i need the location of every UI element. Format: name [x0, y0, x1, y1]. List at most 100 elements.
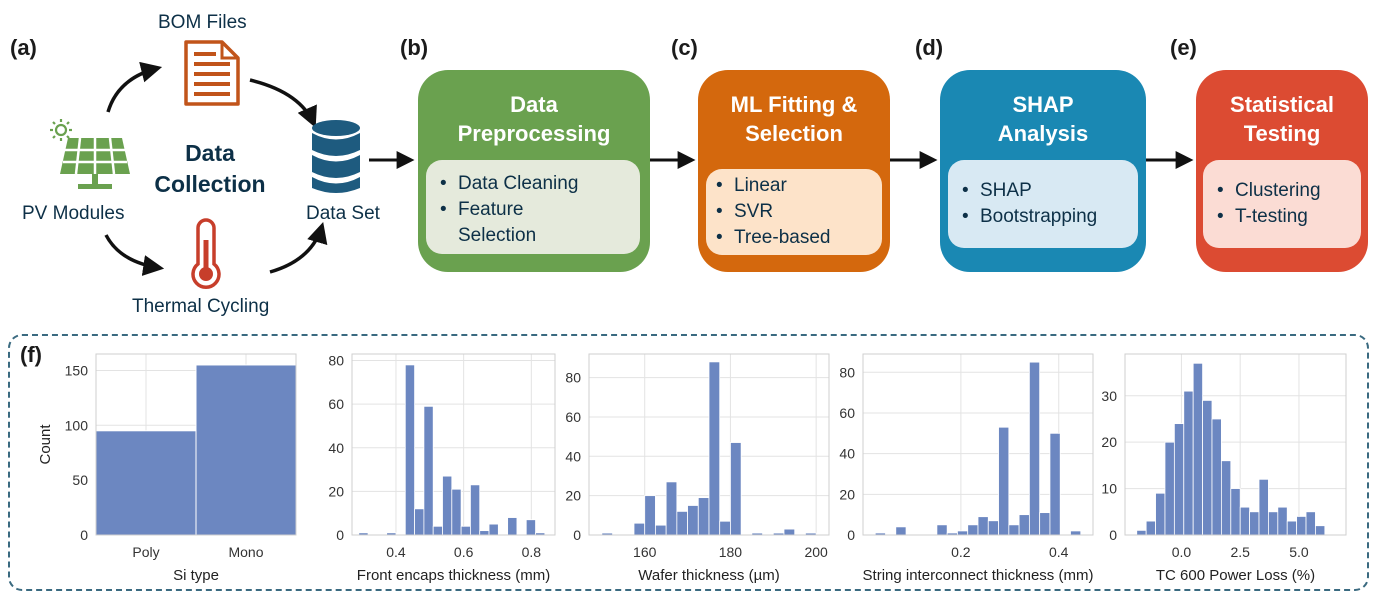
arrow-bom-to-dataset	[249, 78, 317, 128]
arrow-pv-to-thermal	[104, 234, 165, 276]
bar	[95, 430, 197, 536]
y-tick-label: 80	[328, 353, 344, 369]
stats-box: Statistical Testing Clustering T-testing	[1196, 70, 1368, 272]
y-tick-label: 60	[328, 396, 344, 412]
shap-item: Bootstrapping	[962, 204, 1138, 230]
ml-items: Linear SVR Tree-based	[706, 169, 882, 255]
histogram-bar	[1315, 525, 1326, 536]
shap-title-text: SHAP Analysis	[997, 92, 1089, 146]
histogram-bar	[1145, 520, 1156, 536]
histogram-bar	[1049, 432, 1061, 536]
histogram-bar	[687, 505, 699, 536]
ml-box: ML Fitting & Selection Linear SVR Tree-b…	[698, 70, 890, 272]
x-tick-label: 0.4	[386, 544, 406, 560]
x-tick-label: 0.2	[951, 544, 971, 560]
y-tick-label: 0	[80, 527, 88, 543]
x-tick-label: 200	[804, 544, 828, 560]
y-tick-label: 30	[1101, 388, 1117, 404]
histogram-bar	[1202, 400, 1213, 536]
stats-title: Statistical Testing	[1196, 90, 1368, 148]
x-axis-label: Front encaps thickness (mm)	[357, 567, 550, 584]
panel-f-label: (f)	[20, 342, 42, 367]
preprocessing-item: Feature Selection	[440, 197, 578, 249]
arrow-pv-to-bom	[106, 61, 163, 113]
histogram-bar	[470, 484, 481, 536]
plot-frame	[1124, 353, 1347, 536]
y-tick-label: 40	[328, 440, 344, 456]
x-tick-label: Poly	[132, 544, 159, 560]
dataset-label: Data Set	[306, 203, 380, 224]
ml-title-text: ML Fitting & Selection	[730, 92, 858, 146]
histogram-bar	[507, 517, 518, 536]
histogram-bar	[697, 497, 710, 536]
preprocessing-box: Data Preprocessing Data Cleaning Feature…	[418, 70, 650, 272]
y-tick-label: 0	[573, 527, 581, 543]
histogram-bar	[719, 520, 731, 536]
histogram-bar	[1305, 511, 1316, 536]
y-tick-label: 20	[565, 488, 581, 504]
stats-item: Clustering	[1217, 178, 1361, 204]
histogram-bar	[1039, 512, 1051, 536]
histogram-bar	[936, 524, 948, 536]
histogram-bar	[460, 525, 471, 536]
y-tick-label: 0	[847, 527, 855, 543]
panel-e-label: (e)	[1170, 35, 1197, 60]
plot-frame	[588, 353, 830, 536]
histogram-bar	[451, 488, 462, 536]
histogram-bar	[665, 481, 678, 536]
y-tick-label: 150	[65, 362, 89, 378]
y-tick-label: 20	[328, 483, 344, 499]
histogram-bar	[1296, 516, 1307, 536]
y-axis-label: Count	[37, 424, 54, 465]
panel-b-label: (b)	[400, 35, 429, 60]
thermometer-icon	[191, 218, 221, 289]
histogram-bar	[1155, 492, 1166, 536]
y-tick-label: 40	[839, 446, 855, 462]
histogram-bar	[957, 530, 969, 536]
ml-title: ML Fitting & Selection	[698, 90, 890, 148]
x-axis-label: Si type	[173, 567, 219, 584]
panel-c-label: (c)	[671, 35, 698, 60]
y-tick-label: 0	[1109, 527, 1117, 543]
x-tick-label: 0.0	[1172, 544, 1192, 560]
histogram-bar	[1268, 511, 1279, 536]
stats-title-text: Statistical Testing	[1230, 92, 1334, 146]
histogram-bar	[442, 475, 453, 536]
histogram-bar	[1239, 506, 1251, 536]
x-tick-label: 0.4	[1049, 544, 1069, 560]
histogram-bar	[479, 530, 490, 536]
bar	[195, 364, 297, 536]
histogram-bar	[1258, 478, 1269, 536]
y-tick-label: 80	[565, 370, 581, 386]
database-icon	[312, 120, 360, 193]
data-collection-title: Data Collection	[154, 140, 266, 197]
y-tick-label: 60	[839, 405, 855, 421]
plot-frame	[862, 353, 1094, 536]
histogram-bar	[783, 528, 796, 536]
histogram-bar	[967, 524, 979, 536]
histogram-panel	[8, 334, 1369, 591]
histogram-bar	[987, 520, 999, 536]
y-tick-label: 80	[839, 364, 855, 380]
y-tick-label: 20	[1101, 434, 1117, 450]
y-tick-label: 10	[1101, 481, 1117, 497]
ml-item: SVR	[716, 199, 882, 225]
panel-d-label: (d)	[915, 35, 944, 60]
y-tick-label: 20	[839, 486, 855, 502]
histogram-bar	[708, 361, 721, 536]
y-tick-label: 100	[65, 417, 89, 433]
x-tick-label: 160	[633, 544, 657, 560]
x-tick-label: Mono	[228, 544, 263, 560]
histogram-bar	[1211, 418, 1222, 536]
histogram-bar	[1018, 514, 1030, 536]
y-tick-label: 60	[565, 409, 581, 425]
x-tick-label: 180	[719, 544, 743, 560]
stats-item: T-testing	[1217, 204, 1361, 230]
histogram-bar	[414, 508, 425, 536]
histogram-bar	[525, 519, 536, 536]
histogram-bar	[1164, 441, 1175, 536]
panel-a-label: (a)	[10, 35, 37, 60]
shap-title: SHAP Analysis	[940, 90, 1146, 148]
pv-modules-label: PV Modules	[22, 203, 125, 224]
